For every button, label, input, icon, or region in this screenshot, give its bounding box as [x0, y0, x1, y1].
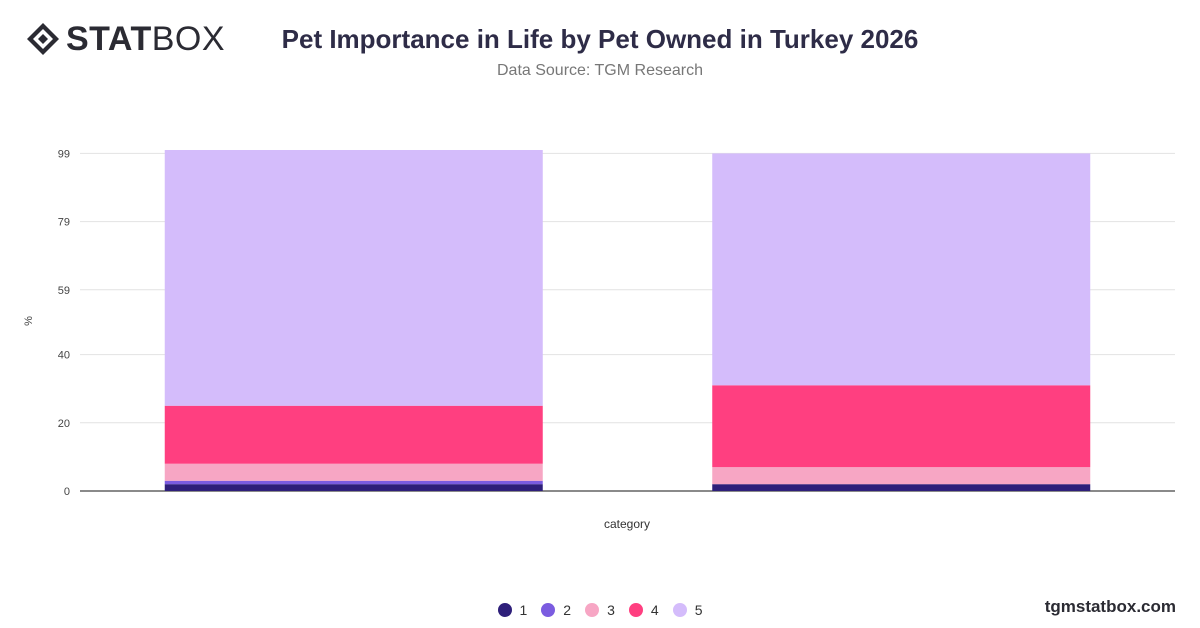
- y-tick-label: 40: [58, 350, 70, 362]
- diamond-logo-icon: [27, 23, 59, 55]
- legend-label: 3: [607, 602, 615, 618]
- legend-item[interactable]: 4: [628, 602, 659, 618]
- legend-swatch: [497, 603, 512, 617]
- y-tick-label: 20: [58, 418, 70, 430]
- bar-segment-3: [712, 467, 1091, 485]
- legend-item[interactable]: 2: [541, 602, 571, 618]
- brand-logo: STATBOX: [26, 22, 225, 56]
- legend-item[interactable]: 3: [585, 602, 615, 618]
- bar-segment-1: [164, 484, 543, 491]
- y-tick-label: 0: [64, 486, 70, 498]
- legend-swatch: [628, 603, 643, 617]
- legend-item[interactable]: 1: [497, 602, 528, 618]
- bar-segment-5: [712, 153, 1091, 386]
- legend-label: 2: [563, 602, 572, 618]
- y-tick-label: 79: [58, 217, 70, 229]
- y-tick-label: 99: [58, 148, 70, 160]
- bar-segment-5: [164, 150, 543, 406]
- bar-segment-4: [164, 405, 543, 464]
- chart-legend: 1 2 3 4 5: [0, 602, 1200, 618]
- chart-subtitle: Data Source: TGM Research: [496, 62, 703, 79]
- legend-label: 1: [519, 602, 528, 618]
- logo-wordmark: STATBOX: [66, 22, 225, 56]
- y-tick-label: 59: [58, 285, 70, 297]
- legend-swatch: [672, 603, 687, 617]
- bar-segment-4: [712, 385, 1091, 468]
- bar-segment-1: [712, 484, 1091, 491]
- x-axis-label: category: [604, 517, 650, 531]
- y-axis-label: %: [23, 316, 35, 326]
- chart-title: Pet Importance in Life by Pet Owned in T…: [281, 24, 919, 54]
- legend-item[interactable]: 5: [672, 602, 703, 618]
- bar-segment-2: [164, 480, 543, 485]
- legend-label: 4: [650, 602, 659, 618]
- watermark: tgmstatbox.com: [1044, 597, 1176, 616]
- logo-bold-text: STAT: [66, 20, 152, 58]
- logo-light-text: BOX: [151, 20, 226, 58]
- bar-segment-3: [164, 463, 543, 481]
- legend-swatch: [541, 603, 556, 617]
- legend-swatch: [585, 603, 600, 617]
- legend-label: 5: [694, 602, 703, 618]
